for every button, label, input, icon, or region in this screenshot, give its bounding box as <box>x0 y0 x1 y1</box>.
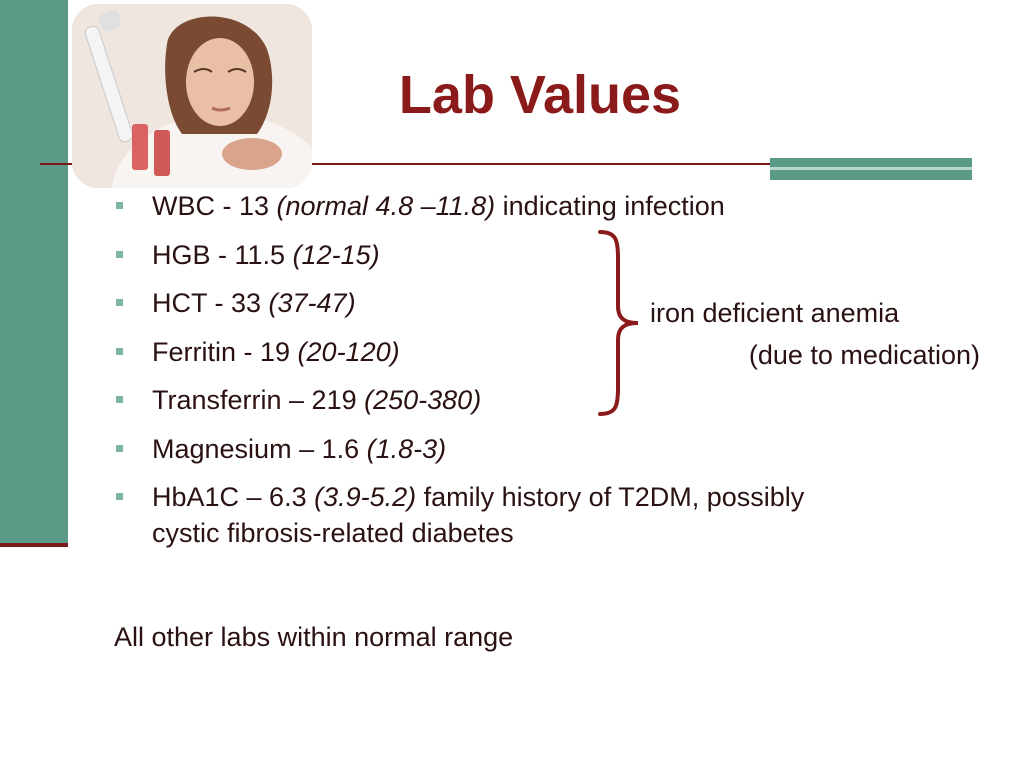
left-accent-rule <box>0 543 68 547</box>
brace-annotation-line2: (due to medication) <box>748 340 980 370</box>
lab-range: (normal 4.8 –11.8) <box>276 191 496 221</box>
square-bullet-icon <box>116 444 123 452</box>
lab-name: HbA1C – 6.3 <box>152 482 315 512</box>
brace-annotation: iron deficient anemia (due to medication… <box>650 292 980 376</box>
lab-name: HCT - 33 <box>152 288 269 318</box>
lab-item-hgb: HGB - 11.5 (12-15) <box>112 237 872 273</box>
lab-name: HGB - 11.5 <box>152 239 293 270</box>
lab-item-hba1c: HbA1C – 6.3 (3.9-5.2) family history of … <box>112 479 872 551</box>
lab-item-ferritin: Ferritin - 19 (20-120) <box>112 334 872 370</box>
lab-comment: family history of T2DM, possibly cystic … <box>152 482 805 548</box>
lab-name: Transferrin – 219 <box>152 385 365 415</box>
square-bullet-icon <box>116 493 123 500</box>
lab-item-hct: HCT - 33 (37-47) <box>112 285 872 321</box>
footer-note: All other labs within normal range <box>114 622 514 652</box>
title-rule-accent-line <box>770 167 972 170</box>
lab-values-list: WBC - 13 (normal 4.8 –11.8) indicating i… <box>112 188 872 564</box>
lab-range: (250-380) <box>364 385 482 415</box>
lab-item-transferrin: Transferrin – 219 (250-380) <box>112 382 872 418</box>
left-accent-bar <box>0 0 68 547</box>
brace-annotation-line1: iron deficient anemia <box>650 298 900 328</box>
right-curly-brace-icon <box>598 230 639 416</box>
lab-technician-photo <box>72 4 312 188</box>
lab-item-magnesium: Magnesium – 1.6 (1.8-3) <box>112 431 872 467</box>
title-rule-left <box>40 163 72 165</box>
title-rule <box>312 163 972 165</box>
square-bullet-icon <box>116 202 123 209</box>
photo-illustration <box>72 4 312 188</box>
lab-name: Ferritin - 19 <box>152 336 298 367</box>
lab-range: (20-120) <box>297 336 400 367</box>
square-bullet-icon <box>116 347 123 355</box>
lab-range: (1.8-3) <box>366 433 447 464</box>
lab-range: (12-15) <box>292 239 380 270</box>
lab-name: Magnesium – 1.6 <box>152 433 367 464</box>
lab-range: (37-47) <box>268 288 356 318</box>
slide-title: Lab Values <box>398 65 682 125</box>
lab-range: (3.9-5.2) <box>314 482 417 512</box>
square-bullet-icon <box>116 250 123 258</box>
square-bullet-icon <box>116 299 123 306</box>
lab-comment: indicating infection <box>495 191 725 221</box>
square-bullet-icon <box>116 396 123 403</box>
lab-item-wbc: WBC - 13 (normal 4.8 –11.8) indicating i… <box>112 188 872 224</box>
lab-name: WBC - 13 <box>152 191 277 221</box>
